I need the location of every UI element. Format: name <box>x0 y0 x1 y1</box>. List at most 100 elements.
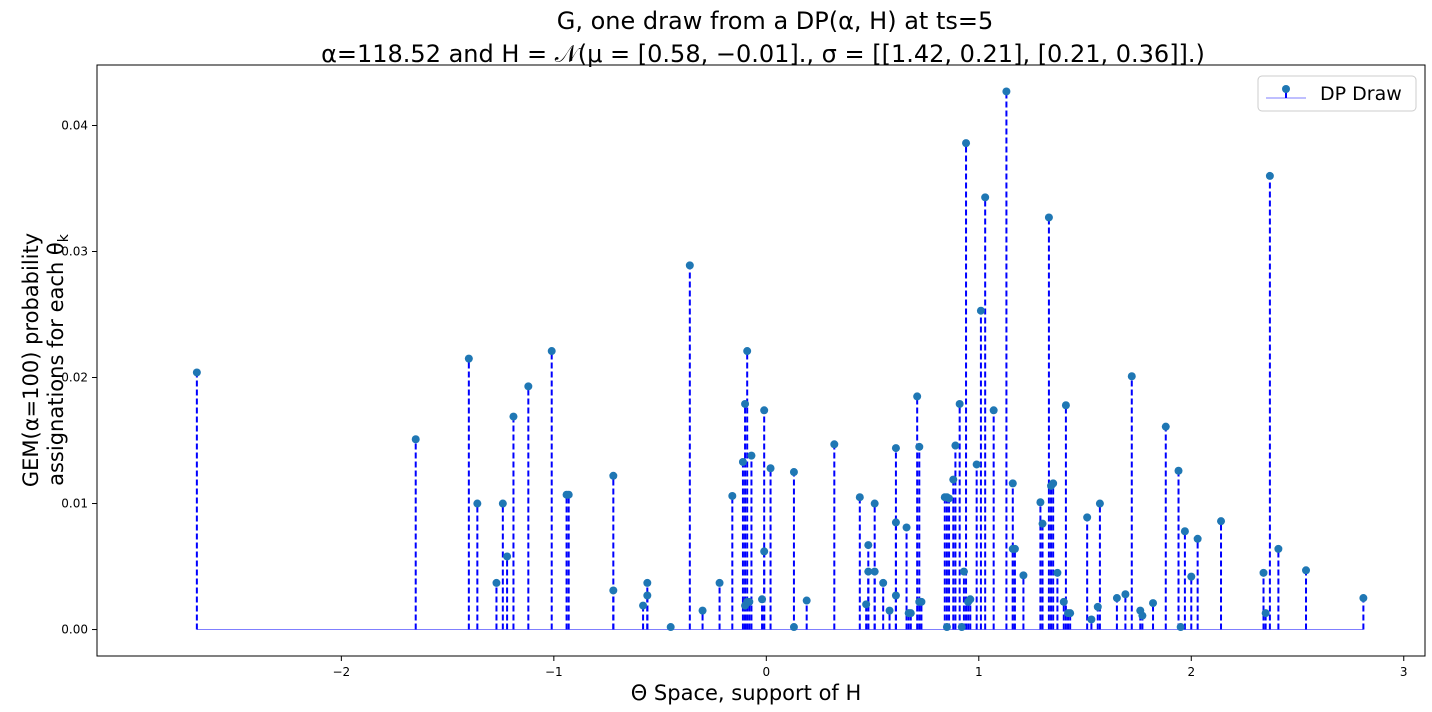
stem-marker <box>864 541 873 550</box>
stem-marker <box>524 382 533 391</box>
stem-marker <box>509 412 518 421</box>
stem-marker <box>1359 594 1368 603</box>
y-axis-ticks: 0.00 0.01 0.02 0.03 0.04 <box>61 118 97 637</box>
stem-marker <box>891 518 900 527</box>
stem-marker <box>1302 566 1311 575</box>
stem-marker <box>1087 615 1096 624</box>
stem-marker <box>942 623 951 632</box>
stem-marker <box>503 552 512 561</box>
stem-lines <box>195 91 1365 630</box>
stem-marker <box>1010 544 1019 553</box>
stem-marker <box>959 567 968 576</box>
stem-markers <box>192 87 1368 632</box>
stem-marker <box>1127 372 1136 381</box>
stem-marker <box>962 139 971 148</box>
stem-marker <box>1193 534 1202 543</box>
stem-marker <box>913 392 922 401</box>
y-tick-label: 0.04 <box>61 118 88 132</box>
stem-marker <box>870 499 879 508</box>
stem-marker <box>1176 623 1185 632</box>
x-tick-label: −2 <box>333 665 351 679</box>
stem-marker <box>609 586 618 595</box>
stem-marker <box>1066 609 1075 618</box>
stem-marker <box>1187 572 1196 581</box>
stem-marker <box>743 347 752 356</box>
stem-marker <box>1053 568 1062 577</box>
stem-marker <box>1121 590 1130 599</box>
y-axis-label-subscript: k <box>56 233 72 242</box>
stem-marker <box>1261 609 1270 618</box>
stem-marker <box>766 464 775 473</box>
stem-marker <box>192 368 201 377</box>
stem-marker <box>564 490 573 499</box>
stem-marker <box>891 444 900 453</box>
stem-marker <box>643 578 652 587</box>
chart-title-line1: G, one draw from a DP(α, H) at ts=5 <box>557 7 994 35</box>
stem-marker <box>758 595 767 604</box>
stem-marker <box>1259 568 1268 577</box>
chart-title-line2: α=118.52 and H = 𝒩(μ = [0.58, −0.01]., σ… <box>321 40 1205 68</box>
stem-marker <box>906 609 915 618</box>
stem-marker <box>802 596 811 605</box>
x-tick-label: 2 <box>1187 665 1195 679</box>
stem-marker <box>972 460 981 469</box>
stem-marker <box>830 440 839 449</box>
stem-marker <box>747 451 756 460</box>
stem-marker <box>1174 466 1183 475</box>
stem-marker <box>789 623 798 632</box>
stem-marker <box>666 623 675 632</box>
stem-marker <box>547 347 556 356</box>
stem-marker <box>855 493 864 502</box>
stem-marker <box>1161 422 1170 431</box>
stem-marker <box>1002 87 1011 96</box>
x-tick-label: −1 <box>545 665 563 679</box>
stem-marker <box>885 606 894 615</box>
stem-marker <box>1044 213 1053 222</box>
stem-marker <box>1095 499 1104 508</box>
stem-marker <box>1036 498 1045 507</box>
stem-marker <box>1019 571 1028 580</box>
y-axis-label-line2-wrap: assignations for each θk <box>44 233 72 486</box>
stem-marker <box>1149 599 1158 608</box>
stem-marker <box>862 600 871 609</box>
stem-marker <box>915 442 924 451</box>
stem-marker <box>1059 597 1068 606</box>
stem-marker <box>738 457 747 466</box>
stem-marker <box>639 601 648 610</box>
x-axis-ticks: −2 −1 0 1 2 3 <box>333 656 1408 679</box>
stem-marker <box>917 597 926 606</box>
stem-marker <box>891 591 900 600</box>
stem-marker <box>498 499 507 508</box>
stem-marker <box>976 306 985 315</box>
stem-marker <box>1093 602 1102 611</box>
stem-marker <box>643 591 652 600</box>
x-tick-label: 0 <box>762 665 770 679</box>
stem-marker <box>879 578 888 587</box>
stem-marker <box>1180 527 1189 536</box>
x-tick-label: 1 <box>975 665 983 679</box>
stem-marker <box>411 435 420 444</box>
stem-marker <box>1008 479 1017 488</box>
stem-marker <box>951 441 960 450</box>
y-tick-label: 0.02 <box>61 371 88 385</box>
stem-marker <box>473 499 482 508</box>
stem-marker <box>957 623 966 632</box>
stem-marker <box>1112 594 1121 603</box>
stem-marker <box>1274 544 1283 553</box>
y-tick-label: 0.00 <box>61 623 88 637</box>
y-tick-label: 0.01 <box>61 497 88 511</box>
stem-marker <box>949 475 958 484</box>
stem-marker <box>715 578 724 587</box>
stem-marker <box>1217 517 1226 526</box>
stem-marker <box>981 193 990 202</box>
stem-marker <box>609 471 618 480</box>
x-tick-label: 3 <box>1400 665 1408 679</box>
stem-marker <box>698 606 707 615</box>
stem-marker <box>464 354 473 363</box>
y-axis-label: GEM(α=100) probability <box>19 233 43 487</box>
stem-marker <box>945 494 954 503</box>
stem-marker <box>760 547 769 556</box>
stem-marker <box>864 567 873 576</box>
y-tick-label: 0.03 <box>61 244 88 258</box>
stem-marker <box>1038 519 1047 528</box>
